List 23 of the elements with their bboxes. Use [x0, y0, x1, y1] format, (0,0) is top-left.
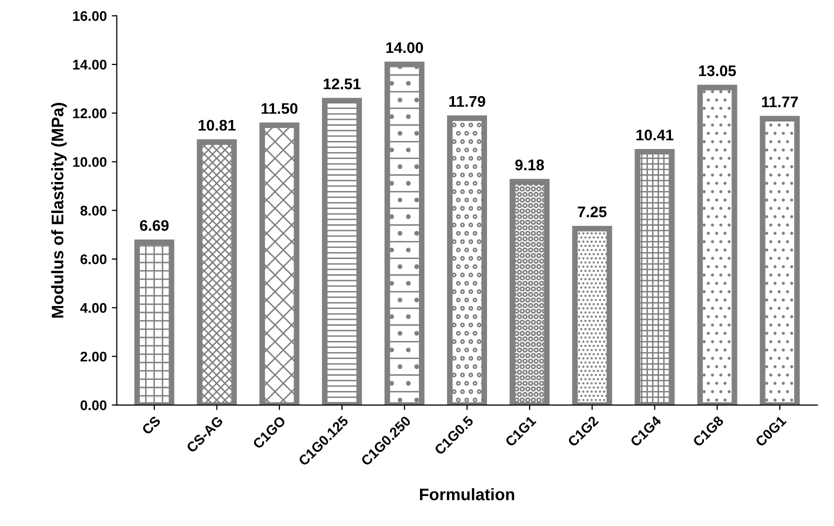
data-label: 13.05	[699, 65, 736, 76]
data-label: 11.50	[262, 103, 298, 114]
y-tick-label: 16.00	[73, 11, 106, 21]
data-label: 11.77	[762, 96, 798, 108]
y-tick-label: 12.00	[73, 108, 106, 118]
y-tick-label: 2.00	[80, 352, 106, 362]
y-tick-label: 8.00	[80, 206, 106, 216]
y-tick-label: 10.00	[73, 157, 106, 167]
y-axis-title: Modulus of Elasticity (MPa)	[51, 102, 67, 318]
data-label: 11.79	[449, 96, 486, 107]
data-label: 14.00	[386, 42, 423, 54]
x-tick-label: CS	[141, 415, 162, 436]
y-tick-label: 14.00	[73, 60, 106, 70]
x-axis-title: Formulation	[420, 488, 514, 500]
y-tick-label: 0.00	[80, 400, 106, 410]
y-tick-label: 4.00	[80, 303, 106, 313]
data-label: 7.25	[578, 206, 607, 218]
y-tick-label: 6.00	[80, 254, 106, 264]
data-label: 10.81	[198, 120, 236, 131]
data-label: 6.69	[140, 220, 169, 231]
data-label: 10.41	[636, 130, 674, 140]
data-label: 12.51	[324, 78, 361, 90]
data-label: 9.18	[515, 160, 544, 170]
